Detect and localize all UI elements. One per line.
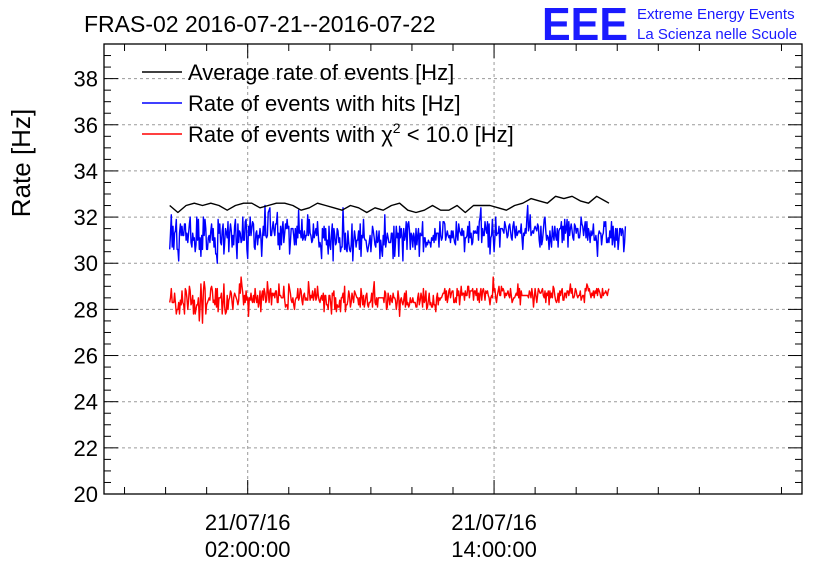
legend-label-average: Average rate of events [Hz] bbox=[188, 60, 454, 85]
legend-label-hits: Rate of events with hits [Hz] bbox=[188, 91, 461, 116]
legend-chi2-sup: 2 bbox=[393, 120, 401, 136]
axes: 2022242628303234363821/07/1602:00:0021/0… bbox=[74, 43, 803, 562]
y-tick-label-36: 36 bbox=[74, 113, 98, 138]
y-tick-label-22: 22 bbox=[74, 436, 98, 461]
series-line-chi2 bbox=[169, 276, 610, 324]
grid-lines bbox=[104, 44, 802, 494]
y-tick-label-38: 38 bbox=[74, 67, 98, 92]
eee-logo-line1: Extreme Energy Events bbox=[637, 6, 795, 23]
legend: Average rate of events [Hz] Rate of even… bbox=[142, 60, 514, 147]
y-tick-label-32: 32 bbox=[74, 205, 98, 230]
legend-chi2-symbol: χ bbox=[381, 122, 393, 147]
y-tick-label-28: 28 bbox=[74, 297, 98, 322]
legend-label-chi2: Rate of events with χ2 < 10.0 [Hz] bbox=[188, 120, 514, 147]
x-tick-time-1: 14:00:00 bbox=[451, 537, 537, 562]
legend-entry-average: Average rate of events [Hz] bbox=[142, 60, 454, 85]
plot-frame bbox=[103, 43, 803, 495]
chart-title: FRAS-02 2016-07-21--2016-07-22 bbox=[84, 11, 436, 37]
legend-entry-hits: Rate of events with hits [Hz] bbox=[142, 91, 461, 116]
series-line-hits bbox=[169, 204, 627, 264]
x-tick-time-0: 02:00:00 bbox=[205, 537, 291, 562]
y-tick-label-20: 20 bbox=[74, 482, 98, 507]
eee-logo: EEE Extreme Energy Events La Scienza nel… bbox=[542, 0, 797, 50]
y-tick-label-24: 24 bbox=[74, 390, 98, 415]
series-line-average bbox=[169, 195, 610, 214]
x-tick-date-1: 21/07/16 bbox=[451, 510, 537, 535]
series-lines bbox=[169, 195, 627, 324]
legend-entry-chi2: Rate of events with χ2 < 10.0 [Hz] bbox=[142, 120, 514, 147]
y-tick-label-26: 26 bbox=[74, 344, 98, 369]
eee-logo-text: EEE bbox=[542, 0, 628, 50]
y-tick-label-34: 34 bbox=[74, 159, 98, 184]
legend-chi2-suffix: < 10.0 [Hz] bbox=[401, 122, 514, 147]
legend-chi2-prefix: Rate of events with bbox=[188, 122, 381, 147]
eee-logo-line2: La Scienza nelle Scuole bbox=[637, 26, 797, 43]
x-tick-date-0: 21/07/16 bbox=[205, 510, 291, 535]
y-axis-label: Rate [Hz] bbox=[6, 109, 36, 217]
y-tick-label-30: 30 bbox=[74, 251, 98, 276]
